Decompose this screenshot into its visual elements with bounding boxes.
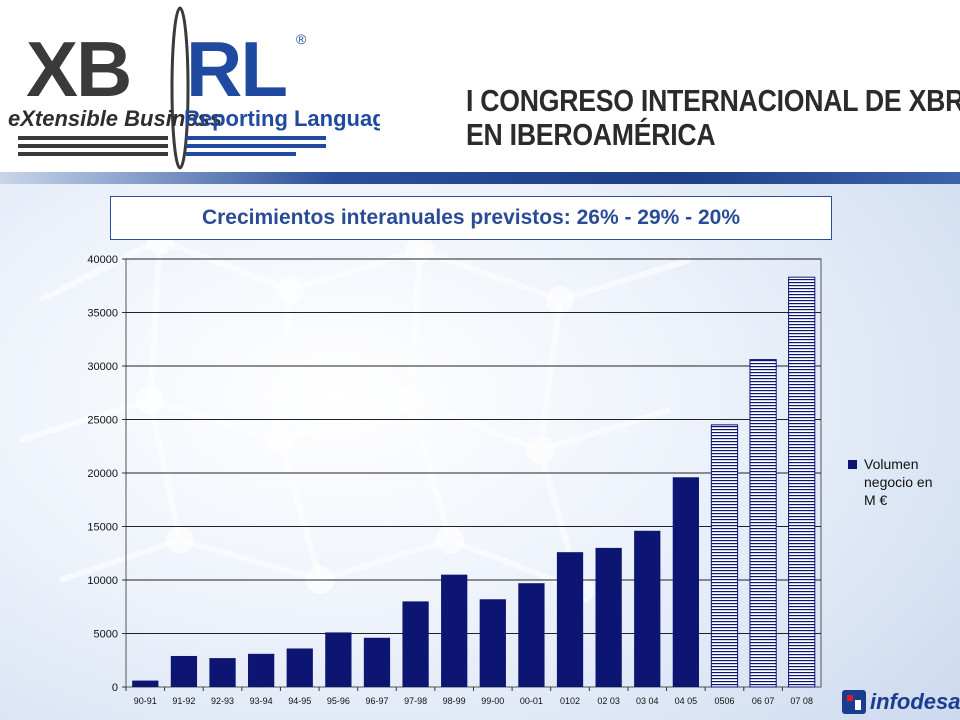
infodesa-logo: infodesa [842,688,960,716]
x-tick-label: 0102 [560,696,580,706]
x-tick-label: 99-00 [481,696,504,706]
x-tick-label: 98-99 [443,696,466,706]
background-network-graphic [19,226,691,604]
y-tick-label: 35000 [87,308,118,320]
bar [672,477,699,687]
y-tick-label: 5000 [94,629,118,641]
y-tick-label: 30000 [87,361,118,373]
bar [595,547,622,687]
bar [518,583,545,687]
logo-xb: XB [26,25,130,113]
infodesa-mark-icon [842,690,866,714]
logo-registered: ® [296,31,307,47]
legend-label: Volumen negocio en M € [864,456,933,508]
x-tick-label: 03 04 [636,696,659,706]
x-tick-label: 97-98 [404,696,427,706]
congress-title: I CONGRESO INTERNACIONAL DE XBRL EN IBER… [466,84,960,152]
header: XB RL ® eXtensible Business Reporting La… [0,0,960,178]
logo-tagline-1: eXtensible Business [8,106,222,131]
y-axis-ticks: 0 5000 10000 15000 20000 25000 30000 35000 40000 [87,254,126,694]
bar [788,276,816,688]
x-tick-label: 92-93 [211,696,234,706]
x-tick-label: 0506 [714,696,734,706]
x-axis-ticks: 90-91 91-92 92-93 93-94 94-95 95-96 96-97 97-98… [125,687,813,706]
x-tick-label: 02 03 [597,696,620,706]
bar [749,359,777,688]
x-tick-label: 00-01 [520,696,543,706]
bar [170,655,198,687]
logo-swoosh [170,6,190,170]
bar [363,637,391,687]
x-tick-label: 93-94 [250,696,273,706]
y-tick-label: 15000 [87,522,118,534]
bars [132,276,816,688]
bar [325,632,352,687]
y-tick-label: 40000 [87,254,118,266]
y-tick-label: 25000 [87,415,118,427]
logo-stripes [18,136,326,156]
gridlines [126,258,821,634]
bar [286,648,313,687]
xbrl-logo: XB RL ® eXtensible Business Reporting La… [8,6,380,170]
congress-title-line1: I CONGRESO INTERNACIONAL DE XBRL [466,83,960,118]
x-tick-label: 04 05 [675,696,698,706]
x-tick-label: 96-97 [365,696,388,706]
x-tick-label: 94-95 [288,696,311,706]
bar [441,574,468,687]
x-tick-label: 91-92 [172,696,195,706]
x-tick-label: 06 07 [752,696,775,706]
bar [479,599,506,687]
y-tick-label: 10000 [87,575,118,587]
legend-swatch [848,460,857,469]
slide-title: Crecimientos interanuales previstos: 26%… [201,206,741,229]
bar [209,658,236,687]
y-tick-label: 0 [112,682,118,694]
bar [556,552,584,687]
x-tick-label: 95-96 [327,696,350,706]
logo-rl: RL [186,25,286,113]
slide-title-box: Crecimientos interanuales previstos: 26%… [110,196,832,240]
logo-tagline-2: Reporting Language [184,106,380,131]
bar [402,601,429,687]
bar [634,530,661,687]
header-band [0,172,960,184]
y-tick-label: 20000 [87,468,118,480]
bar [132,680,159,687]
infodesa-wordmark: infodesa [870,689,960,714]
x-tick-label: 07 08 [790,696,813,706]
x-tick-label: 90-91 [134,696,157,706]
bar [710,424,739,688]
bar [248,653,275,687]
congress-title-line2: EN IBEROAMÉRICA [466,117,716,152]
